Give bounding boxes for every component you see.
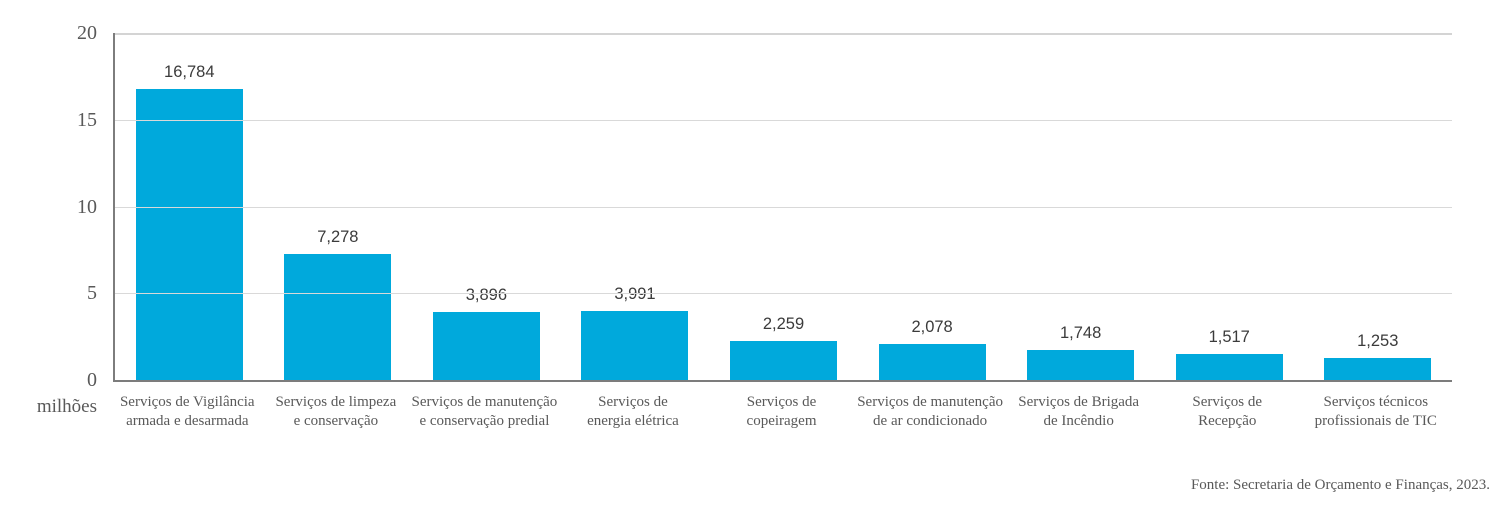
x-axis-labels: Serviços de Vigilância armada e desarmada…	[113, 393, 1450, 431]
bar-slot: 1,748	[1006, 33, 1155, 380]
bar-slot: 7,278	[264, 33, 413, 380]
bar-value-label: 1,517	[1208, 327, 1250, 346]
gridline-10	[115, 206, 1452, 208]
bar-slot: 2,259	[709, 33, 858, 380]
x-category-label: Serviços de energia elétrica	[587, 394, 679, 429]
bar-value-label: 16,784	[164, 62, 215, 81]
gridline-5	[115, 293, 1452, 295]
bar-6	[878, 343, 986, 380]
bar-8	[1175, 353, 1283, 380]
x-category-label: Serviços de Vigilância armada e desarmada	[119, 394, 255, 429]
bar-value-label: 2,078	[911, 317, 953, 336]
x-category-label: Serviços de manutenção e conservação pred…	[411, 394, 558, 429]
y-tick-label-5: 5	[87, 282, 97, 305]
bar-3	[432, 312, 540, 380]
y-tick-label-10: 10	[77, 195, 97, 218]
x-category-label: Serviços de limpeza e conservação	[275, 394, 397, 429]
y-tick-label-15: 15	[77, 108, 97, 131]
x-category-label: Serviços de Brigada de Incêndio	[1018, 394, 1140, 429]
bar-value-label: 2,259	[762, 314, 805, 333]
gridline-20	[115, 33, 1452, 35]
bar-slot: 2,078	[858, 33, 1007, 380]
y-tick-label-20: 20	[77, 22, 97, 44]
bar-slot: 1,253	[1304, 33, 1453, 380]
y-tick-label-0: 0	[87, 369, 97, 391]
bar-9	[1324, 358, 1432, 380]
plot-area: 16,784 7,278 3,896 3,991 2,259 2,078 1,748 1,51…	[113, 33, 1452, 382]
bar-value-label: 3,991	[614, 284, 656, 303]
bars-container: 16,784 7,278 3,896 3,991 2,259 2,078 1,748 1,51…	[115, 33, 1452, 380]
gridline-15	[115, 119, 1452, 121]
bar-7	[1027, 349, 1135, 380]
bar-slot: 1,517	[1155, 33, 1304, 380]
source-note: Fonte: Secretaria de Orçamento e Finança…	[1190, 477, 1490, 493]
bar-2	[284, 253, 392, 380]
bar-slot: 16,784	[115, 33, 264, 380]
x-category-label: Serviços de copeiragem	[746, 394, 817, 429]
bar-5	[730, 340, 838, 380]
y-axis-unit-label: milhões	[36, 396, 97, 417]
bar-value-label: 3,896	[465, 286, 508, 305]
bar-value-label: 1,253	[1357, 332, 1399, 351]
bar-value-label: 7,278	[317, 227, 359, 246]
bar-slot: 3,896	[412, 33, 561, 380]
bar-slot: 3,991	[561, 33, 710, 380]
x-category-label: Serviços de Recepção	[1192, 394, 1262, 429]
bar-value-label: 1,748	[1060, 323, 1102, 342]
bar-4	[581, 310, 689, 380]
y-axis: 0 5 10 15 20	[0, 0, 100, 440]
x-category-label: Serviços de manutenção de ar condicionado	[857, 394, 1003, 429]
x-category-label: Serviços técnicos profissionais de TIC	[1314, 394, 1437, 429]
bar-1	[135, 88, 243, 380]
